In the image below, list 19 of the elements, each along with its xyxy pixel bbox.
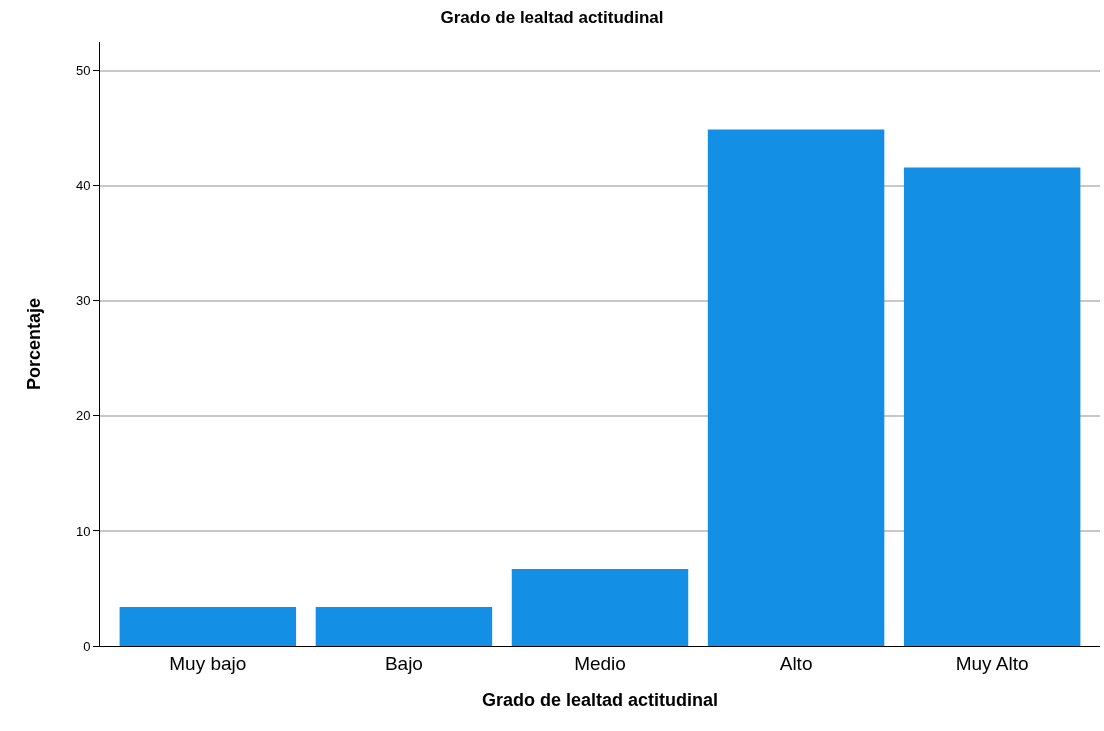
bar xyxy=(903,167,1081,646)
y-tick-label: 30 xyxy=(75,293,91,309)
y-tick-label: 10 xyxy=(75,523,91,539)
y-axis-title: Porcentaje xyxy=(24,297,45,391)
y-tick-label: 20 xyxy=(75,408,91,424)
x-tick-label: Muy bajo xyxy=(169,652,247,674)
chart-title: Grado de lealtad actitudinal xyxy=(440,7,664,27)
bar xyxy=(315,606,493,646)
x-axis-title: Grado de lealtad actitudinal xyxy=(481,689,719,710)
y-tick-label: 50 xyxy=(75,63,91,79)
bar xyxy=(511,568,689,646)
y-tick-label: 40 xyxy=(75,178,91,194)
x-tick-label: Muy Alto xyxy=(955,652,1029,674)
bar xyxy=(119,606,297,646)
x-tick-label: Alto xyxy=(779,652,813,674)
bar xyxy=(707,129,885,646)
x-tick-label: Medio xyxy=(574,652,626,674)
x-tick-label: Bajo xyxy=(384,652,423,674)
y-tick-label: 0 xyxy=(83,638,91,654)
